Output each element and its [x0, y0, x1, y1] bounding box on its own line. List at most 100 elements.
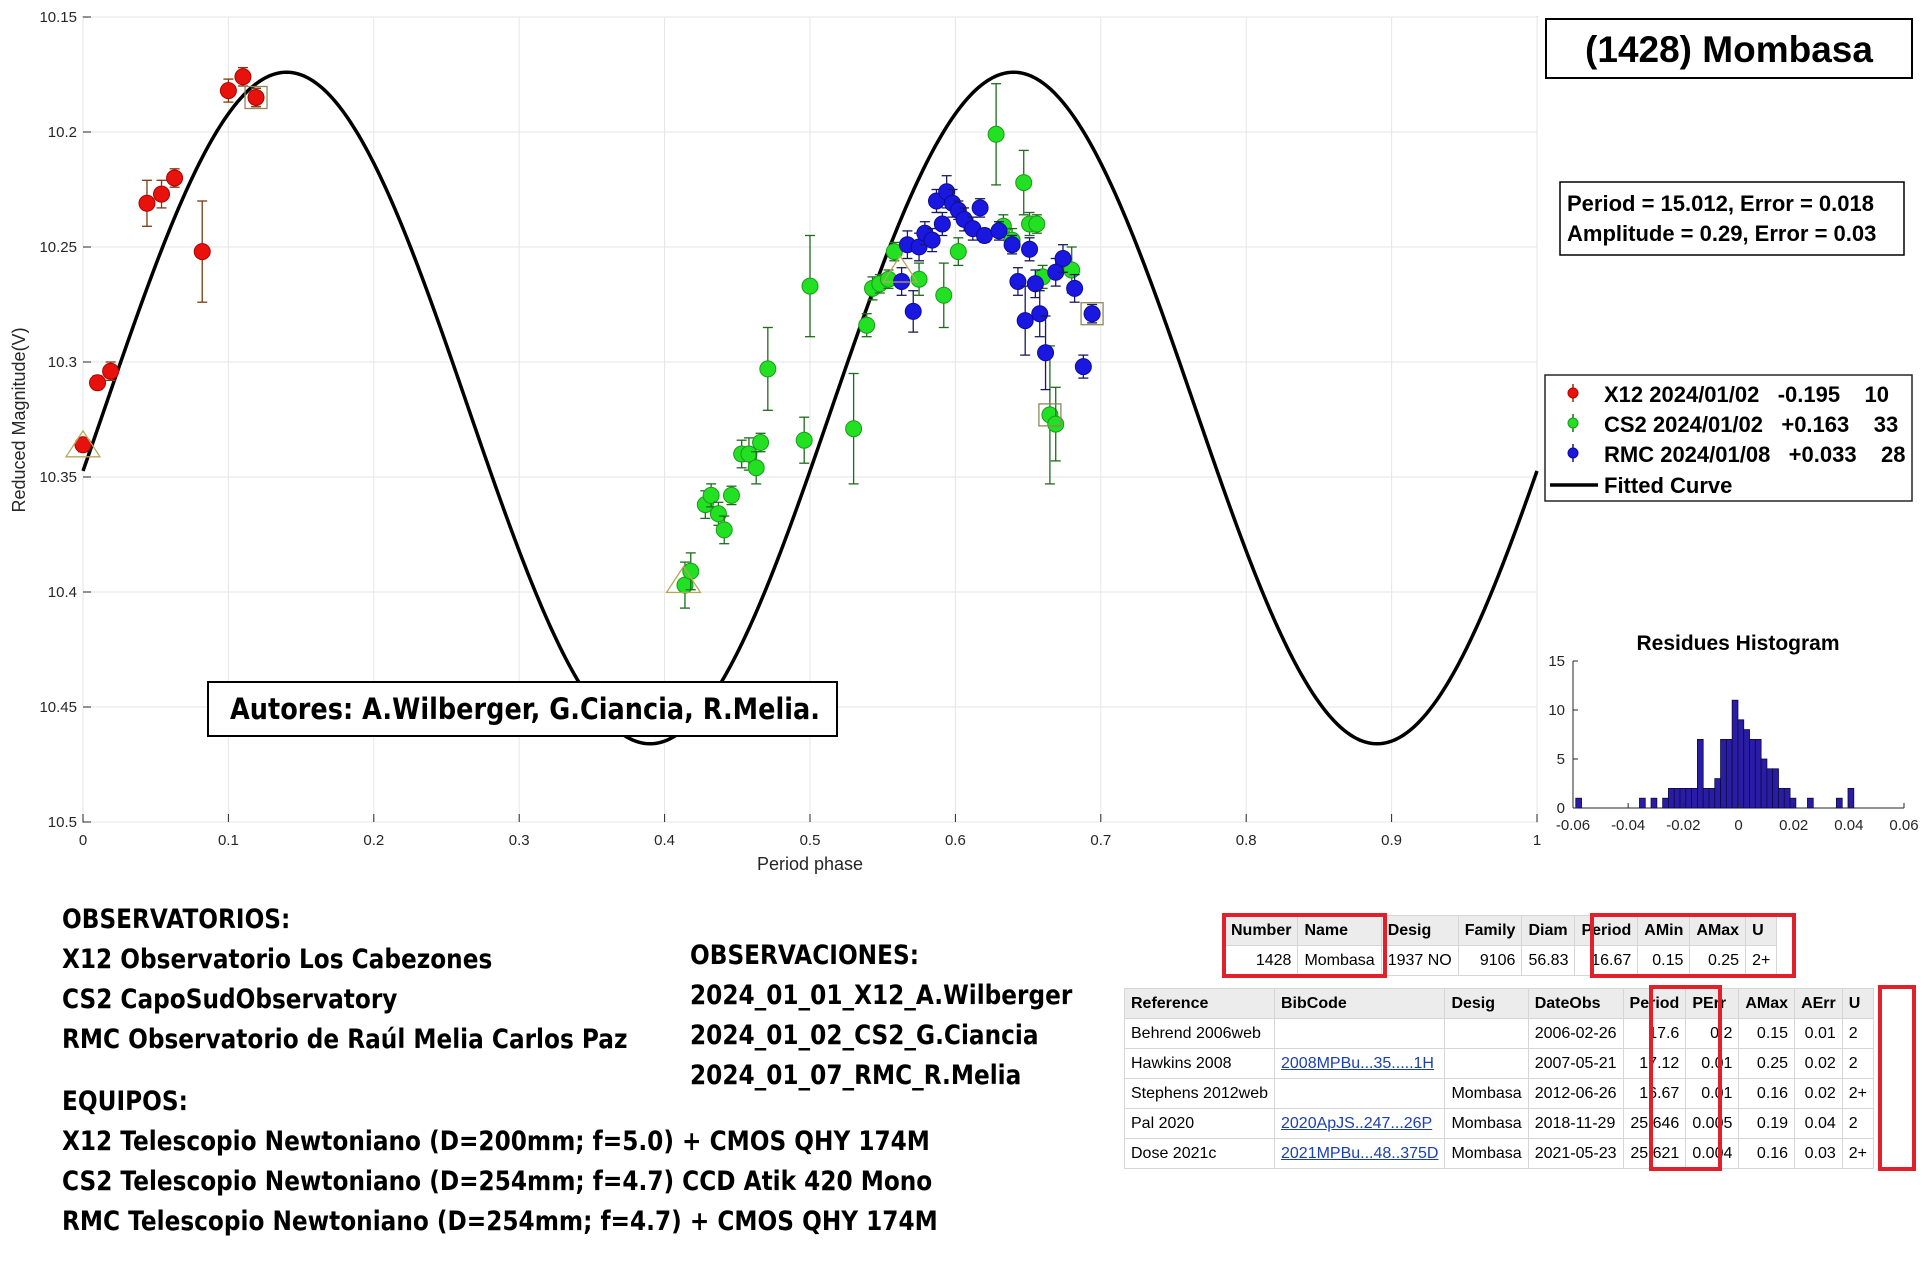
reference-cell: 0.01 — [1685, 1048, 1740, 1079]
legend-entry-fit: Fitted Curve — [1550, 473, 1732, 498]
fit-info-box: Period = 15.012, Error = 0.018 Amplitude… — [1559, 181, 1905, 256]
cell-amax: 0.25 — [1689, 945, 1747, 976]
y-tick-label: 10.35 — [39, 469, 77, 486]
hist-x-tick-label: 0 — [1734, 817, 1742, 834]
data-point-x12 — [166, 169, 184, 187]
reference-cell: Mombasa — [1444, 1078, 1529, 1109]
reference-cell — [1273, 1078, 1446, 1109]
histogram-bar — [1673, 788, 1681, 809]
header-amax: AMax — [1689, 915, 1747, 946]
data-point-rmc — [1003, 236, 1021, 254]
reference-cell — [1273, 1018, 1446, 1049]
session-start-triangle — [64, 429, 102, 458]
data-point-x12 — [89, 374, 107, 392]
histogram-bar — [1708, 788, 1716, 809]
reference-cell: 0.25 — [1738, 1048, 1796, 1079]
data-point-cs2 — [1047, 415, 1065, 433]
observaciones-heading: OBSERVACIONES: — [690, 940, 920, 971]
data-point-cs2 — [682, 562, 700, 580]
reference-cell: 2007-05-21 — [1527, 1048, 1624, 1079]
histogram-bar — [1783, 788, 1791, 809]
y-tick-label: 10.3 — [48, 354, 77, 371]
reference-cell: 0.005 — [1685, 1108, 1740, 1139]
observacion-line: 2024_01_07_RMC_R.Melia — [690, 1060, 1022, 1091]
data-point-rmc — [971, 199, 989, 217]
data-point-rmc — [1009, 273, 1027, 290]
reference-cell: 2006-02-26 — [1527, 1018, 1624, 1049]
data-point-cs2 — [795, 431, 813, 449]
histogram-bar — [1754, 739, 1762, 809]
data-point-rmc — [990, 222, 1008, 240]
y-tick-label: 10.4 — [48, 584, 77, 601]
header-aerr: AErr — [1794, 988, 1843, 1019]
cell-period: 16.67 — [1574, 945, 1639, 976]
reference-cell: 17.6 — [1622, 1018, 1687, 1049]
reference-cell: 0.02 — [1794, 1078, 1843, 1109]
reference-cell: 0.04 — [1794, 1108, 1843, 1139]
histogram-bar — [1725, 739, 1733, 809]
legend-entry-x12: X12 2024/01/02 -0.195 10 — [1567, 382, 1889, 407]
observatorio-line: RMC Observatorio de Raúl Melia Carlos Pa… — [62, 1024, 628, 1055]
legend-label-fit: Fitted Curve — [1604, 473, 1732, 498]
histogram-bar — [1847, 788, 1855, 809]
data-point-cs2 — [910, 270, 928, 288]
observatorios-block: OBSERVATORIOS: X12 Observatorio Los Cabe… — [62, 900, 938, 1242]
hist-x-tick-label: 0.04 — [1834, 817, 1863, 834]
hist-y-tick-label: 0 — [1557, 800, 1565, 817]
histogram-bars — [1575, 699, 1855, 809]
histogram-bar — [1685, 788, 1693, 809]
hist-y-tick-label: 10 — [1548, 702, 1565, 719]
legend-label-cs2: CS2 2024/01/02 +0.163 33 — [1604, 412, 1898, 437]
equipo-line: X12 Telescopio Newtoniano (D=200mm; f=5.… — [62, 1126, 930, 1157]
data-point-cs2 — [949, 243, 967, 261]
data-point-rmc — [1021, 240, 1039, 258]
hist-x-tick-label: -0.04 — [1611, 817, 1645, 834]
bibcode-link[interactable]: 2020ApJS..247...26P — [1273, 1108, 1446, 1139]
y-tick-label: 10.15 — [39, 9, 77, 26]
header-u: U — [1841, 988, 1875, 1019]
reference-cell: Behrend 2006web — [1124, 1018, 1275, 1049]
summary-data-row: 1428 Mombasa 1937 NO 9106 56.83 16.67 0.… — [1223, 945, 1778, 976]
histogram-title: Residues Histogram — [1636, 632, 1839, 655]
data-point-x12 — [138, 194, 156, 212]
data-point-cs2 — [752, 434, 770, 451]
reference-cell — [1444, 1018, 1529, 1049]
equipos-heading: EQUIPOS: — [62, 1086, 188, 1117]
y-tick-label: 10.5 — [48, 814, 77, 831]
data-point-x12 — [153, 185, 171, 203]
histogram-bar — [1720, 739, 1727, 809]
reference-cell: 0.16 — [1738, 1078, 1796, 1109]
data-point-rmc — [1037, 344, 1055, 362]
y-tick-label: 10.2 — [48, 124, 77, 141]
y-axis-label: Reduced Magnitude(V) — [9, 327, 29, 512]
data-point-cs2 — [935, 286, 953, 304]
bibcode-link[interactable]: 2008MPBu...35.....1H — [1273, 1048, 1446, 1079]
histogram-bar — [1778, 788, 1785, 809]
histogram-bar — [1749, 739, 1756, 809]
reference-row: Dose 2021c 2021MPBu...48..375D Mombasa 2021… — [1124, 1138, 1875, 1169]
reference-cell: 0.03 — [1794, 1138, 1843, 1169]
title-box: (1428) Mombasa — [1545, 18, 1913, 79]
reference-cell: 0.01 — [1685, 1078, 1740, 1109]
data-point-rmc — [923, 231, 941, 249]
equipo-line: RMC Telescopio Newtoniano (D=254mm; f=4.… — [62, 1206, 938, 1237]
header-period: Period — [1622, 988, 1687, 1019]
legend-label-rmc: RMC 2024/01/08 +0.033 28 — [1604, 442, 1905, 467]
reference-cell: 2018-11-29 — [1527, 1108, 1624, 1139]
data-point-x12 — [247, 89, 265, 106]
data-point-cs2 — [747, 459, 765, 477]
data-point-x12 — [74, 436, 92, 454]
x-tick-label: 1 — [1533, 832, 1541, 849]
observacion-line: 2024_01_01_X12_A.Wilberger — [690, 980, 1073, 1011]
session-start-triangle — [881, 254, 919, 283]
bibcode-link[interactable]: 2021MPBu...48..375D — [1273, 1138, 1446, 1169]
session-start-triangle — [665, 565, 702, 594]
histogram-bar — [1772, 768, 1779, 809]
legend-entry-rmc: RMC 2024/01/08 +0.033 28 — [1567, 442, 1905, 467]
data-point-rmc — [1083, 305, 1101, 323]
x-tick-label: 0.8 — [1236, 832, 1257, 849]
reference-cell: Dose 2021c — [1124, 1138, 1275, 1169]
data-point-cs2 — [801, 277, 819, 295]
y-tick-label: 10.25 — [39, 239, 77, 256]
